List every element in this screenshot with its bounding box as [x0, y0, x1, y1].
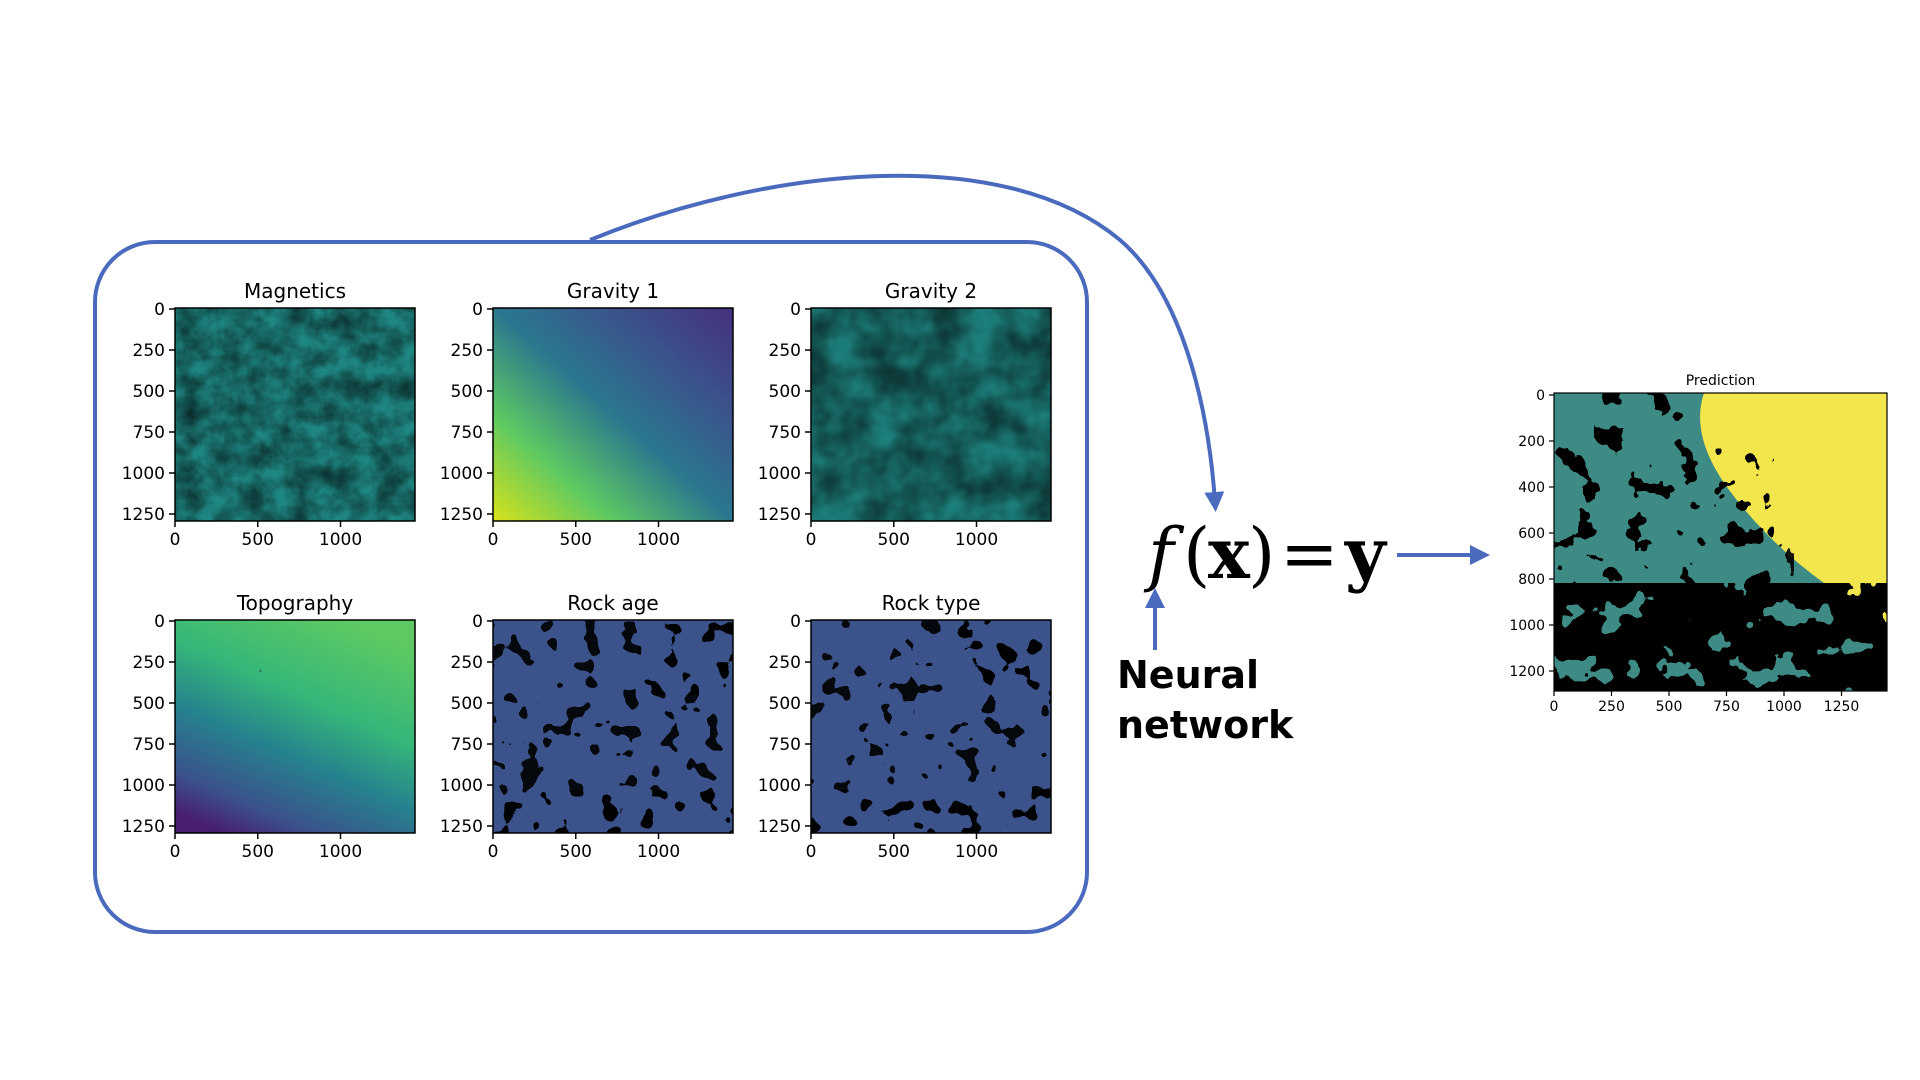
prediction-x-tick-label: 750	[1713, 699, 1740, 715]
prediction-x-tick-label: 1250	[1824, 699, 1860, 715]
y-tick-label: 750	[451, 735, 483, 755]
y-tick-label: 0	[472, 300, 483, 320]
y-tick-label: 750	[133, 423, 165, 443]
y-tick-label: 250	[133, 341, 165, 361]
y-tick-label: 500	[769, 382, 801, 402]
y-tick-label: 1250	[758, 817, 801, 837]
y-tick-label: 750	[133, 735, 165, 755]
y-tick-label: 250	[769, 341, 801, 361]
x-tick-label: 0	[806, 842, 817, 862]
eq-f: f	[1143, 513, 1185, 595]
panel-title: Gravity 2	[885, 279, 977, 303]
panel-title: Rock type	[882, 591, 981, 615]
x-tick-label: 500	[878, 530, 910, 550]
panel-title: Topography	[236, 591, 354, 615]
equation: f ( x ) = y	[1143, 512, 1388, 595]
prediction-y-tick-label: 400	[1518, 480, 1545, 496]
prediction-panel: Prediction 0 200 400 600 800 1000 1200 0 250 500 75…	[1509, 373, 1888, 715]
eq-x: x	[1208, 512, 1251, 595]
y-tick-label: 1000	[122, 464, 165, 484]
panel-title: Magnetics	[244, 279, 346, 303]
curved-input-arrow	[589, 173, 1225, 512]
x-tick-label: 500	[560, 842, 592, 862]
x-tick-label: 1000	[955, 842, 998, 862]
x-tick-label: 1000	[637, 842, 680, 862]
x-tick-label: 500	[878, 842, 910, 862]
y-tick-label: 0	[790, 612, 801, 632]
prediction-x-tick-label: 500	[1656, 699, 1683, 715]
y-tick-label: 750	[769, 423, 801, 443]
y-tick-label: 0	[472, 612, 483, 632]
x-tick-label: 500	[242, 530, 274, 550]
prediction-map	[1554, 393, 1887, 691]
x-tick-label: 1000	[955, 530, 998, 550]
y-tick-label: 0	[154, 612, 165, 632]
y-tick-label: 1000	[440, 776, 483, 796]
y-tick-label: 0	[154, 300, 165, 320]
prediction-y-tick-label: 1000	[1509, 618, 1545, 634]
x-tick-label: 1000	[319, 530, 362, 550]
eq-equals: =	[1280, 513, 1339, 595]
prediction-y-tick-label: 600	[1518, 526, 1545, 542]
y-tick-label: 750	[451, 423, 483, 443]
y-tick-label: 1250	[440, 505, 483, 525]
y-tick-label: 250	[451, 653, 483, 673]
x-tick-label: 0	[488, 842, 499, 862]
prediction-y-tick-label: 200	[1518, 434, 1545, 450]
panel-title: Gravity 1	[567, 279, 659, 303]
panel-title: Rock age	[567, 591, 658, 615]
y-tick-label: 1250	[440, 817, 483, 837]
y-tick-label: 750	[769, 735, 801, 755]
prediction-y-tick-label: 0	[1536, 388, 1545, 404]
y-tick-label: 1000	[758, 464, 801, 484]
y-tick-label: 500	[769, 694, 801, 714]
y-tick-label: 250	[133, 653, 165, 673]
prediction-x-tick-label: 1000	[1766, 699, 1802, 715]
inputs-frame	[93, 240, 1089, 934]
y-tick-label: 500	[133, 694, 165, 714]
x-tick-label: 0	[170, 842, 181, 862]
x-tick-label: 0	[488, 530, 499, 550]
prediction-title: Prediction	[1686, 373, 1756, 389]
x-tick-label: 1000	[637, 530, 680, 550]
y-tick-label: 1250	[122, 817, 165, 837]
y-tick-label: 500	[133, 382, 165, 402]
prediction-y-tick-label: 1200	[1509, 664, 1545, 680]
x-tick-label: 0	[170, 530, 181, 550]
x-tick-label: 0	[806, 530, 817, 550]
x-tick-label: 1000	[319, 842, 362, 862]
y-tick-label: 250	[769, 653, 801, 673]
prediction-x-tick-label: 250	[1598, 699, 1625, 715]
y-tick-label: 1250	[758, 505, 801, 525]
eq-close-paren: )	[1248, 513, 1275, 595]
y-tick-label: 1000	[440, 464, 483, 484]
x-tick-label: 500	[242, 842, 274, 862]
network-label-line1: Neural	[1117, 653, 1259, 697]
network-label-line2: network	[1117, 703, 1294, 747]
y-tick-label: 1000	[122, 776, 165, 796]
eq-y: y	[1344, 512, 1388, 595]
eq-open-paren: (	[1183, 513, 1210, 595]
y-tick-label: 0	[790, 300, 801, 320]
y-tick-label: 250	[451, 341, 483, 361]
prediction-x-tick-label: 0	[1550, 699, 1559, 715]
y-tick-label: 1000	[758, 776, 801, 796]
x-tick-label: 500	[560, 530, 592, 550]
y-tick-label: 1250	[122, 505, 165, 525]
y-tick-label: 500	[451, 694, 483, 714]
y-tick-label: 500	[451, 382, 483, 402]
prediction-y-tick-label: 800	[1518, 572, 1545, 588]
